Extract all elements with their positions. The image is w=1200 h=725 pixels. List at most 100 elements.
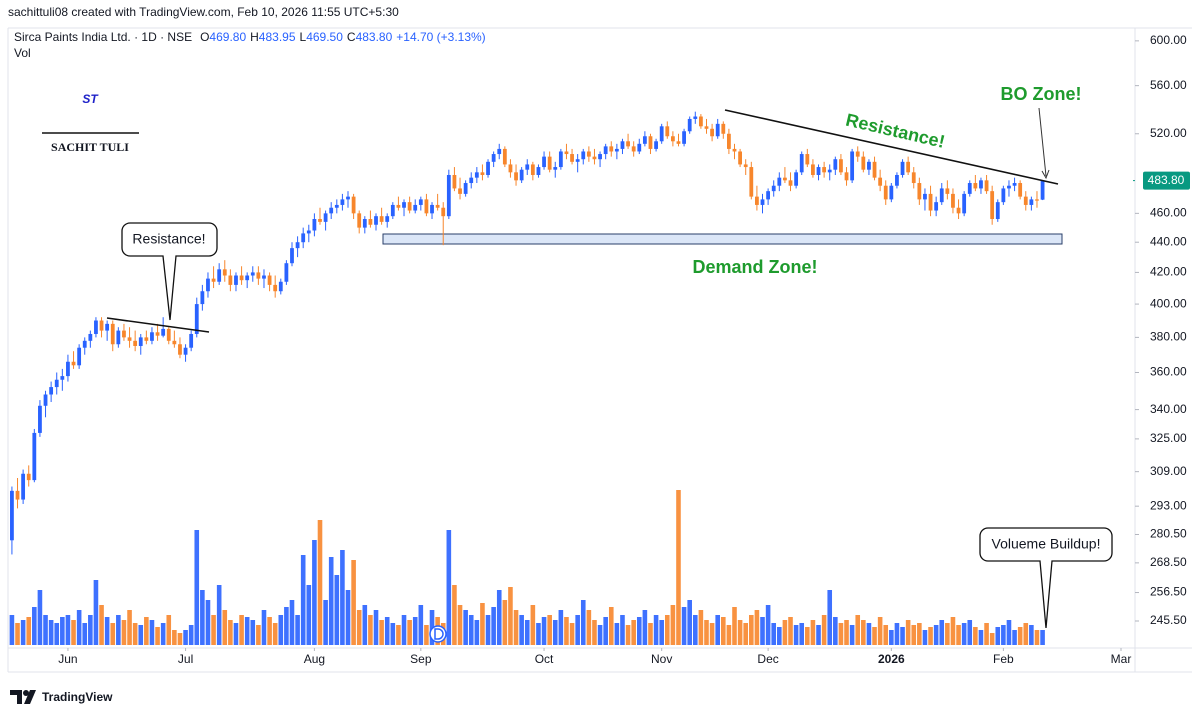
candle-body: [995, 202, 1000, 220]
tv-icon: [23, 690, 29, 696]
candle-body: [631, 146, 636, 152]
volume-bar: [866, 623, 872, 645]
y-tick-label: 520.00: [1150, 126, 1187, 140]
candle-body: [1023, 196, 1028, 205]
volume-bar: [37, 590, 43, 645]
volume-bar: [995, 627, 1001, 645]
candle-body: [284, 263, 289, 282]
candle-body: [564, 151, 569, 155]
arrow-head: [1041, 169, 1050, 180]
volume-bar: [396, 625, 401, 645]
candle-body: [38, 405, 42, 433]
volume-bar: [1017, 627, 1023, 645]
candle-body: [60, 376, 65, 380]
logo: ST SACHIT TULI: [42, 92, 139, 154]
volume-bar: [312, 540, 317, 645]
y-tick-label: 560.00: [1150, 78, 1187, 92]
candle-body: [1035, 199, 1039, 201]
candle-body: [502, 148, 507, 165]
volume-bar: [625, 625, 631, 645]
trend-line: [724, 109, 1059, 185]
candle-body: [783, 177, 787, 181]
volume-bar: [743, 623, 749, 645]
volume-bar: [928, 627, 933, 645]
volume-bar: [967, 620, 973, 645]
volume-bar: [379, 620, 384, 645]
volume-bar: [917, 623, 922, 645]
candle-body: [116, 330, 121, 345]
volume-bar: [496, 590, 502, 645]
candle-body: [262, 275, 266, 279]
volume-bar: [524, 620, 530, 645]
annotation: BO Zone!: [1001, 84, 1082, 104]
logo-mark: ST: [82, 92, 99, 106]
candle-body: [340, 199, 345, 205]
candle-body: [290, 248, 294, 264]
y-tick-label: 440.00: [1150, 234, 1187, 248]
candle-body: [474, 172, 479, 178]
candle-body: [368, 219, 373, 225]
volume-bar: [1023, 623, 1029, 645]
legend-key: O: [200, 30, 209, 44]
candle-body: [508, 164, 513, 173]
y-tick-label: 460.00: [1150, 206, 1187, 220]
volume-bar: [681, 607, 687, 645]
volume-bar: [317, 520, 323, 645]
volume-bar: [43, 615, 48, 645]
candle-body: [547, 156, 552, 170]
volume-bar: [704, 620, 709, 645]
volume-bar: [480, 603, 485, 645]
volume-bar: [530, 605, 536, 645]
candle-body: [71, 361, 76, 366]
volume-bar: [429, 610, 435, 645]
volume-bar: [144, 617, 149, 645]
candle-body: [306, 230, 311, 234]
volume-bar: [636, 617, 642, 645]
candle-body: [301, 233, 306, 243]
callout-text: Resistance!: [132, 231, 205, 247]
candle-body: [267, 275, 272, 285]
chart-title: Sirca Paints India Ltd. · 1D · NSE: [14, 30, 192, 44]
candle-body: [771, 185, 776, 192]
volume-bar: [491, 607, 496, 645]
volume-bar: [833, 617, 838, 645]
candle-body: [878, 177, 883, 186]
x-tick-label: Nov: [651, 652, 672, 666]
volume-bar: [149, 620, 155, 645]
candle-body: [923, 193, 927, 200]
volume-bar: [228, 620, 233, 645]
volume-bar: [558, 610, 564, 645]
candle-body: [900, 161, 905, 175]
candle-body: [497, 148, 502, 155]
candle-body: [738, 151, 743, 165]
volume-bar: [861, 620, 866, 645]
volume-bar: [390, 623, 396, 645]
volume-bar: [670, 605, 676, 645]
candle-body: [984, 180, 989, 192]
candle-body: [430, 204, 434, 214]
volume-bar: [889, 630, 894, 645]
candle-body: [861, 156, 866, 170]
candle-body: [346, 196, 350, 200]
volume-bar: [698, 610, 704, 645]
volume-bar: [463, 610, 468, 645]
candle-body: [883, 185, 888, 200]
volume-bar: [502, 600, 508, 645]
candle-body: [144, 337, 149, 341]
x-tick-label: Jul: [178, 652, 193, 666]
volume-bar: [127, 610, 132, 645]
volume-bar: [272, 623, 278, 645]
volume-bar: [82, 623, 88, 645]
volume-bar: [244, 617, 250, 645]
candle-body: [1029, 199, 1034, 205]
candle-body: [43, 394, 48, 406]
volume-bar: [821, 615, 827, 645]
volume-bar: [373, 610, 379, 645]
y-tick-label: 280.50: [1150, 527, 1187, 541]
legend: Sirca Paints India Ltd. · 1D · NSE O 469.8…: [14, 30, 486, 44]
candle-body: [967, 183, 972, 194]
last-price-label: 483.80: [1148, 173, 1185, 187]
volume-bar: [457, 605, 463, 645]
x-tick-label: Mar: [1111, 652, 1132, 666]
candle-body: [1007, 185, 1011, 189]
